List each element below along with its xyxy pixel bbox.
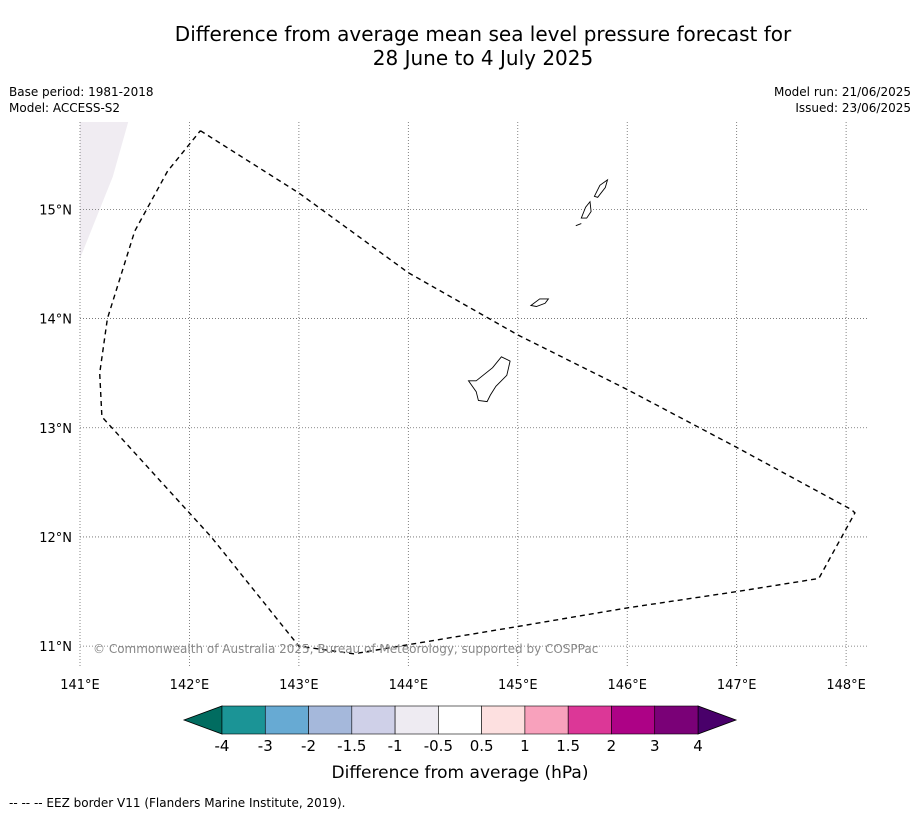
copyright-notice: © Commonwealth of Australia 2025, Bureau… — [93, 642, 598, 656]
eez-border — [98, 130, 856, 655]
model-info: Base period: 1981-2018 Model: ACCESS-S2 — [9, 84, 154, 116]
lat-tick-label: 15°N — [39, 203, 72, 218]
colorbar-swatch — [351, 705, 396, 735]
colorbar-swatch — [611, 705, 656, 735]
coastlines — [467, 178, 609, 403]
base-period-text: Base period: 1981-2018 — [9, 85, 154, 99]
colorbar-under-arrow — [182, 705, 223, 735]
colorbar-swatch — [567, 705, 612, 735]
lat-tick-label: 14°N — [39, 313, 72, 328]
lat-tick-label: 11°N — [39, 640, 72, 655]
island-aguijan — [575, 223, 582, 227]
island-rota — [529, 298, 550, 307]
colorbar-tick-label: -1 — [388, 737, 403, 755]
lon-tick-label: 144°E — [389, 678, 429, 693]
colorbar-tick-label: -1.5 — [337, 737, 366, 755]
lon-tick-label: 146°E — [607, 678, 647, 693]
island-tinian — [580, 200, 592, 219]
colorbar-swatch — [221, 705, 266, 735]
lon-tick-label: 145°E — [498, 678, 538, 693]
lon-tick-label: 147°E — [717, 678, 757, 693]
colorbar-tick-label: 1.5 — [556, 737, 580, 755]
colorbar-swatch — [654, 705, 699, 735]
colorbar-tick-label: -0.5 — [424, 737, 453, 755]
island-guam — [467, 356, 511, 403]
title-line-1: Difference from average mean sea level p… — [174, 22, 792, 46]
map-title: Difference from average mean sea level p… — [0, 22, 919, 70]
run-info: Model run: 21/06/2025 Issued: 23/06/2025 — [774, 84, 911, 116]
model-run-text: Model run: 21/06/2025 — [773, 85, 911, 99]
model-text: Model: ACCESS-S2 — [9, 101, 121, 115]
colorbar-swatch — [524, 705, 569, 735]
colorbar-swatch — [308, 705, 353, 735]
axis-tick-labels: 141°E 142°E 143°E 144°E 145°E 146°E 147°E 148°E… — [39, 203, 866, 693]
colorbar-swatch — [264, 705, 309, 735]
lon-tick-label: 141°E — [60, 678, 100, 693]
lon-tick-label: 143°E — [279, 678, 319, 693]
colorbar-swatch — [438, 705, 482, 735]
issued-text: Issued: 23/06/2025 — [795, 101, 911, 115]
colorbar-tick-label: 4 — [693, 737, 703, 755]
colorbar-label: Difference from average (hPa) — [332, 763, 589, 783]
colorbar-over-arrow — [697, 705, 738, 735]
lon-tick-label: 148°E — [826, 678, 866, 693]
colorbar-tick-label: -3 — [258, 737, 273, 755]
colorbar-swatch — [481, 705, 526, 735]
colorbar-tick-label: 1 — [520, 737, 530, 755]
shaded-patch — [80, 122, 129, 259]
colorbar: -4 -3 -2 -1.5 -1 -0.5 0.5 1 1.5 2 3 4 — [182, 705, 738, 755]
colorbar-swatch — [394, 705, 439, 735]
colorbar-tick-label: -2 — [301, 737, 316, 755]
lat-tick-label: 12°N — [39, 531, 72, 546]
colorbar-tick-label: 2 — [607, 737, 617, 755]
graticule — [79, 122, 868, 668]
colorbar-tick-label: 0.5 — [470, 737, 494, 755]
lat-tick-label: 13°N — [39, 422, 72, 437]
colorbar-tick-label: 3 — [650, 737, 660, 755]
title-line-2: 28 June to 4 July 2025 — [372, 46, 594, 70]
eez-footnote: -- -- -- EEZ border V11 (Flanders Marine… — [9, 796, 346, 810]
island-saipan — [593, 178, 609, 198]
colorbar-tick-label: -4 — [215, 737, 230, 755]
lon-tick-label: 142°E — [170, 678, 210, 693]
shaded-patch-layer — [80, 122, 129, 259]
